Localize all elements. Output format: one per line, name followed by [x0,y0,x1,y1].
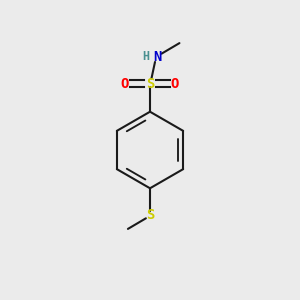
Text: H: H [142,50,150,63]
Text: N: N [153,50,161,64]
Text: S: S [146,208,154,222]
Text: O: O [171,77,179,91]
Text: S: S [146,77,154,91]
Text: O: O [121,77,129,91]
